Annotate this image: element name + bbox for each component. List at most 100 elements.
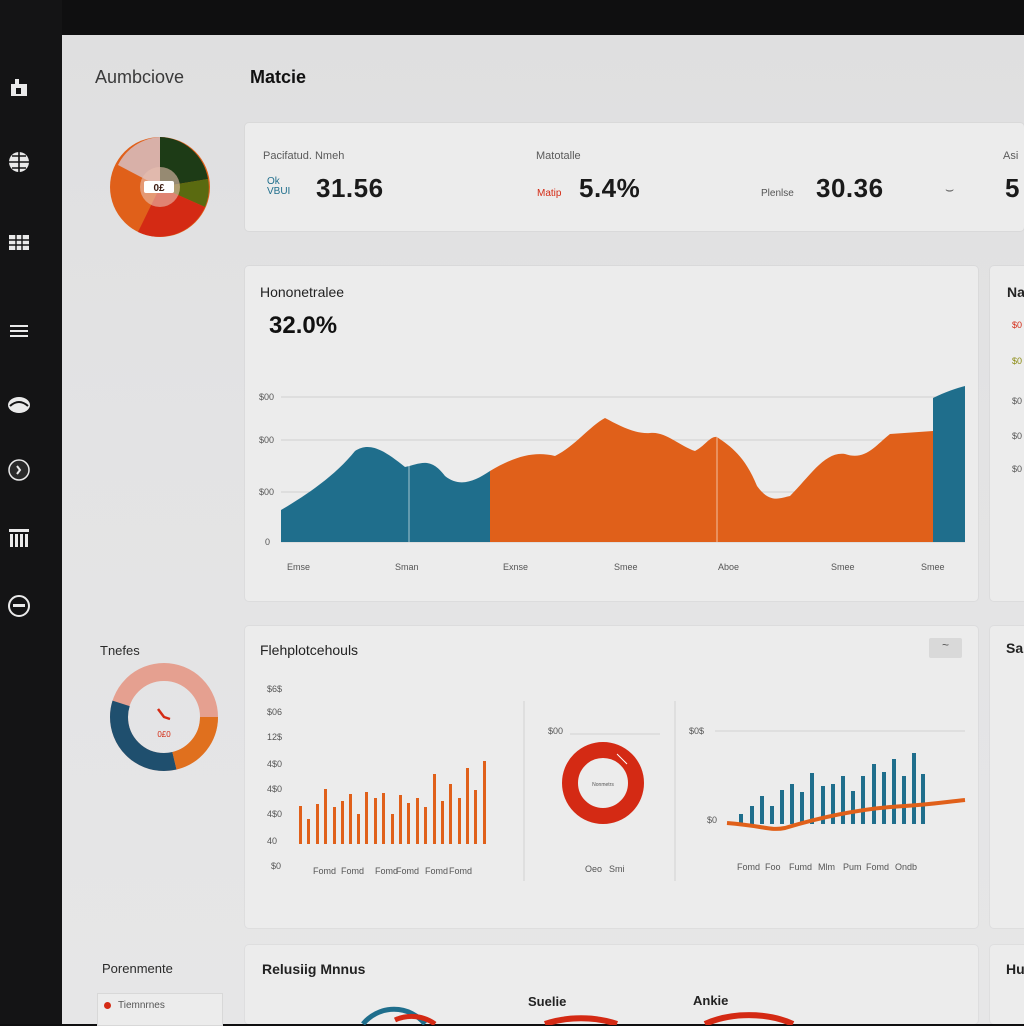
y-tick-2: $00	[259, 435, 274, 445]
bar-tick-5: 12$	[267, 732, 282, 742]
bar-tick-1: 40	[267, 836, 277, 846]
right-panel-top-title: Na	[1007, 284, 1024, 300]
legend-dot	[104, 1002, 111, 1009]
combo-x-0: Fomd	[737, 862, 760, 872]
bar-chart: $6$ $06 12$ 4$0 4$0 4$0 40 $0	[267, 684, 486, 876]
right-panel-top: Na $0 $0 $0 $0 $0	[990, 266, 1024, 601]
main-chart-title: Hononetralee	[260, 284, 345, 300]
x-tick-5: Smee	[831, 562, 855, 572]
kpi-trend-icon: ⌣	[945, 181, 955, 197]
dashboard-screen: Aumbciove Matcie 0£ Tnefes 0£0 Porenment…	[62, 35, 1024, 1026]
bars-icon[interactable]	[6, 526, 32, 552]
kpi-label-4: Asi	[1003, 150, 1019, 162]
kpi-label-1: Pacifatud. Nmeh	[263, 150, 345, 162]
bar-tick-3: 4$0	[267, 784, 282, 794]
menu-icon[interactable]	[6, 318, 32, 344]
bar-tick-2: 4$0	[267, 809, 282, 819]
kpi-card: Pacifatud. Nmeh Ok VBUI 31.56 Matotalle …	[245, 123, 1024, 231]
bar-tick-7: $6$	[267, 684, 282, 694]
kpi-sub-2: Matip	[537, 188, 562, 199]
x-tick-1: Sman	[395, 562, 419, 572]
right-panel-value-4: $0	[1012, 464, 1023, 474]
chart-dot-icon[interactable]	[6, 458, 32, 484]
mid-chart-title: Flehplotcehouls	[260, 642, 359, 658]
combo-x-6: Ondb	[895, 862, 917, 872]
sidebar-label-percentage: Porenmente	[102, 961, 173, 976]
right-panel-value-1: $0	[1012, 356, 1023, 366]
area-series-orange	[490, 418, 933, 542]
right-panel-mid: Sa	[990, 626, 1024, 928]
y-tick-3: $00	[259, 392, 274, 402]
sidebar-title: Aumbciove	[95, 67, 185, 87]
mid-chart-card: Flehplotcehouls ~ $6$ $06 12$ 4$0 4$0 4$…	[245, 626, 978, 928]
donut-x-1: Smi	[609, 864, 625, 874]
bar-tick-6: $06	[267, 707, 282, 717]
area-series-blue-right	[933, 386, 965, 542]
combo-line	[726, 798, 966, 831]
bottom-card-title: Relusiig Mnnus	[262, 961, 366, 977]
x-tick-2: Exnse	[503, 562, 528, 572]
sidebar-label-tasks: Tnefes	[100, 643, 140, 658]
main-chart-big-value: 32.0%	[269, 312, 338, 339]
donut-x-0: Oeo	[585, 864, 602, 874]
donut-label: $00	[548, 726, 563, 736]
bar-x-1: Fomd	[341, 866, 364, 876]
right-panel-value-0: $0	[1012, 320, 1023, 330]
combo-chart: $0$ $0	[689, 726, 966, 872]
bottom-card: Relusiig Mnnus Suelie Ankie	[245, 945, 978, 1025]
bar-tick-0: $0	[271, 861, 281, 871]
bar-x-2: Fomd	[375, 866, 398, 876]
y-tick-1: $00	[259, 487, 274, 497]
mid-donut-chart: $00 Nonmetrs Oeo Smi	[548, 726, 660, 874]
sidebar-pie-chart: 0£	[110, 137, 210, 237]
combo-tick-0: $0	[707, 815, 717, 825]
combo-x-1: Foo	[765, 862, 781, 872]
right-panel-bottom: Hu	[990, 945, 1024, 1024]
legend-item[interactable]: Tiemnrnes	[97, 993, 223, 1026]
kpi-value-1: 31.56	[316, 173, 384, 203]
main-chart-card: Hononetralee 32.0% $00 $00 $00 0 Emse Sm…	[245, 266, 978, 601]
dashboard-icon[interactable]	[6, 76, 32, 102]
grid-icon[interactable]	[6, 230, 32, 256]
combo-x-2: Fumd	[789, 862, 812, 872]
page-title: Matcie	[250, 67, 307, 87]
kpi-label-2: Matotalle	[536, 150, 581, 162]
right-panel-value-2: $0	[1012, 396, 1023, 406]
mid-chart-options-button[interactable]: ~	[929, 638, 962, 658]
x-tick-3: Smee	[614, 562, 638, 572]
bar-tick-4: 4$0	[267, 759, 282, 769]
x-tick-0: Emse	[287, 562, 310, 572]
right-panel-bottom-title: Hu	[1006, 961, 1024, 977]
y-tick-0: 0	[265, 537, 270, 547]
sidebar-donut-center: 0£0	[157, 730, 171, 739]
sidebar-pie-center: 0£	[153, 183, 165, 194]
sidebar-rail	[0, 0, 62, 1024]
globe-icon[interactable]	[6, 150, 32, 176]
bar-x-0: Fomd	[313, 866, 336, 876]
kpi-value-4: 5	[1005, 173, 1020, 203]
mid-charts: $6$ $06 12$ 4$0 4$0 4$0 40 $0	[267, 684, 966, 881]
x-tick-4: Aboe	[718, 562, 739, 572]
kpi-sub-3: Plenlse	[761, 188, 794, 199]
kpi-sub-1: Ok VBUI	[267, 176, 291, 197]
bar-x-4: Fomd	[425, 866, 448, 876]
right-panel-mid-title: Sa	[1006, 640, 1024, 656]
bottom-partial-charts	[361, 1006, 795, 1025]
sidebar-donut-chart: 0£0	[110, 663, 218, 771]
kpi-value-3: 30.36	[816, 173, 884, 203]
kpi-value-2: 5.4%	[579, 173, 641, 203]
circle-dash-icon[interactable]	[6, 594, 32, 620]
legend-label: Tiemnrnes	[118, 1000, 165, 1011]
x-tick-6: Smee	[921, 562, 945, 572]
bar-x-5: Fomd	[449, 866, 472, 876]
combo-x-4: Pum	[843, 862, 862, 872]
donut-center: Nonmetrs	[592, 782, 614, 788]
combo-x-5: Fomd	[866, 862, 889, 872]
main-area-chart: $00 $00 $00 0 Emse Sman Exnse Smee Aboe …	[259, 386, 965, 572]
combo-tick-1: $0$	[689, 726, 704, 736]
combo-x-3: Mlm	[818, 862, 835, 872]
bar-x-3: Fomd	[396, 866, 419, 876]
cloud-icon[interactable]	[6, 392, 32, 418]
bottom-label-0: Suelie	[528, 994, 567, 1009]
right-panel-value-3: $0	[1012, 431, 1023, 441]
